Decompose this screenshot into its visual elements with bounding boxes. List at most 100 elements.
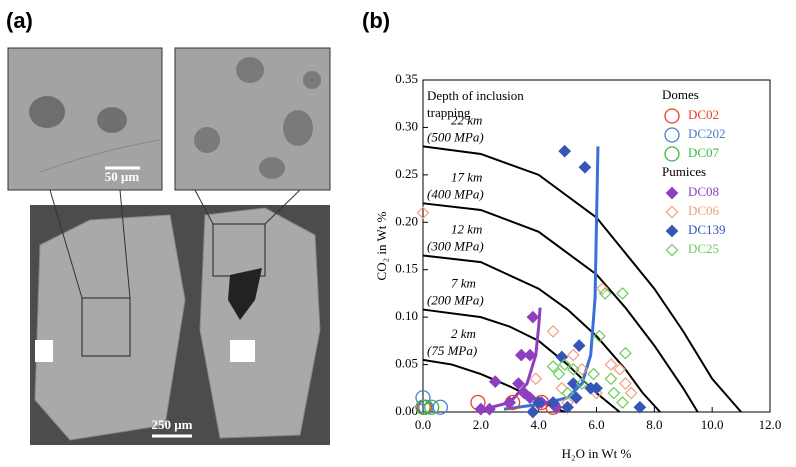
data-point	[474, 402, 488, 416]
data-point	[532, 396, 546, 409]
data-point	[558, 358, 572, 371]
isobar-depth: 2 km	[451, 326, 476, 341]
isobar	[422, 254, 661, 413]
data-point	[604, 358, 618, 371]
data-point	[552, 367, 566, 381]
y-tick-label: 0.05	[395, 356, 418, 371]
data-point	[569, 391, 583, 405]
isobar	[422, 145, 742, 413]
legend-label: DC06	[688, 203, 720, 218]
isobar	[422, 202, 699, 413]
isobar-pressure: (400 MPa)	[427, 186, 484, 201]
data-point	[561, 386, 574, 400]
data-point	[619, 346, 632, 360]
data-point	[613, 362, 626, 376]
data-point	[584, 381, 598, 395]
data-point	[546, 325, 560, 338]
scale-bar-label: 250 μm	[152, 417, 193, 432]
y-tick-label: 0.10	[395, 308, 418, 323]
data-point	[575, 362, 589, 376]
data-point	[624, 386, 638, 400]
legend-marker	[665, 224, 679, 238]
legend-marker	[665, 243, 679, 257]
legend-marker	[665, 205, 679, 219]
data-point	[616, 396, 629, 409]
data-point	[595, 282, 609, 296]
legend-marker	[665, 186, 679, 200]
x-tick-label: 0.0	[415, 417, 431, 432]
isobar-depth: 7 km	[451, 276, 476, 291]
data-point	[514, 348, 528, 362]
legend-label: DC25	[688, 241, 719, 256]
data-point	[546, 360, 560, 373]
data-point	[529, 372, 543, 386]
data-point	[517, 386, 531, 400]
panel-label: (a)	[6, 8, 33, 33]
legend-marker	[664, 108, 680, 124]
isobar-pressure: (500 MPa)	[427, 129, 484, 144]
data-point	[512, 377, 525, 390]
isobar-depth: 22 km	[451, 112, 482, 127]
data-point	[619, 377, 632, 390]
y-tick-label: 0.25	[395, 166, 418, 181]
data-point	[526, 405, 540, 419]
data-point	[483, 402, 496, 416]
legend-label: DC02	[688, 107, 719, 122]
data-point	[424, 399, 440, 415]
y-tick-label: 0.30	[395, 118, 418, 133]
scale-bar-label: 50 μm	[105, 169, 140, 184]
data-point	[572, 339, 586, 352]
isobar-depth: 12 km	[451, 221, 482, 236]
data-point	[587, 367, 600, 381]
data-point	[593, 329, 606, 343]
data-point	[416, 206, 430, 220]
micrographs	[7, 47, 331, 445]
legend-label: DC08	[688, 184, 719, 199]
legend-label: DC139	[688, 222, 726, 237]
chart: 0.0 2.0 4.0 6.0 8.0 10.0 12.0 0.00 0.05 0.10 0.15 0…	[374, 71, 781, 461]
data-point	[546, 396, 560, 409]
x-tick-label: 6.0	[588, 417, 604, 432]
data-point	[616, 287, 629, 300]
legend-marker	[664, 146, 680, 162]
data-point	[555, 381, 569, 395]
y-tick-label: 0.20	[395, 213, 418, 228]
data-point	[415, 399, 431, 415]
data-point	[598, 287, 612, 300]
isobar-pressure: (300 MPa)	[427, 238, 484, 253]
legend-label: DC202	[688, 126, 726, 141]
legend-group-title: Pumices	[662, 164, 706, 179]
x-tick-label: 8.0	[646, 417, 662, 432]
x-axis-label: H₂O in Wt %	[562, 446, 632, 461]
legend-label: DC07	[688, 145, 720, 160]
data-point	[567, 362, 580, 376]
data-point	[561, 400, 574, 414]
data-point	[558, 144, 572, 158]
isobar-pressure: (200 MPa)	[427, 293, 484, 308]
y-tick-label: 0.35	[395, 71, 418, 86]
annotation: trapping	[427, 105, 471, 120]
y-tick-label: 0.00	[395, 403, 418, 418]
x-tick-label: 4.0	[531, 417, 547, 432]
y-tick-label: 0.15	[395, 261, 418, 276]
data-point	[578, 160, 592, 174]
data-point	[432, 399, 449, 415]
isobar-pressure: (75 MPa)	[427, 343, 477, 358]
isobar-depth: 17 km	[451, 169, 482, 184]
x-tick-label: 2.0	[473, 417, 489, 432]
y-axis-label: CO₂ in Wt %	[374, 211, 389, 280]
data-point	[633, 400, 647, 414]
x-tick-label: 10.0	[701, 417, 724, 432]
data-point	[503, 396, 517, 409]
data-point	[526, 310, 540, 324]
data-point	[523, 391, 537, 405]
data-point	[604, 372, 618, 386]
legend-marker	[664, 127, 680, 143]
annotation: Depth of inclusion	[427, 88, 524, 103]
panel-label: (b)	[362, 8, 390, 33]
data-point	[607, 386, 621, 400]
legend-group-title: Domes	[662, 87, 699, 102]
data-point	[523, 348, 537, 362]
data-point	[575, 377, 589, 390]
